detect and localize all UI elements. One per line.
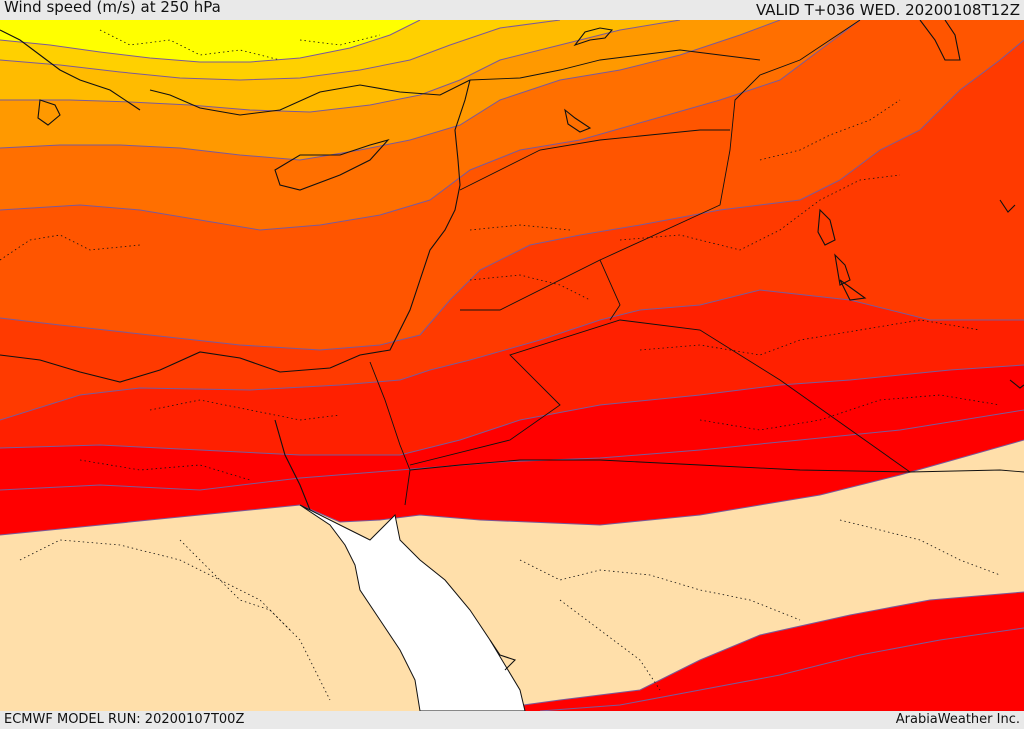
footer-bar: ECMWF MODEL RUN: 20200107T00Z ArabiaWeat… (0, 711, 1024, 729)
map-title: Wind speed (m/s) at 250 hPa (4, 0, 221, 16)
band-1 (0, 20, 420, 62)
contour-lines (0, 20, 1024, 711)
borders (369, 20, 1024, 506)
map-canvas (0, 20, 1024, 711)
header-bar: Wind speed (m/s) at 250 hPa VALID T+036 … (0, 0, 1024, 20)
red-sea (299, 504, 526, 711)
calm-zone (0, 440, 1024, 711)
model-run: ECMWF MODEL RUN: 20200107T00Z (4, 712, 245, 727)
coastlines (0, 20, 1024, 671)
wind-speed-map (0, 20, 1024, 711)
credit: ArabiaWeather Inc. (895, 712, 1020, 727)
province-borders (0, 29, 1001, 701)
valid-time: VALID T+036 WED. 20200108T12Z (755, 1, 1020, 19)
